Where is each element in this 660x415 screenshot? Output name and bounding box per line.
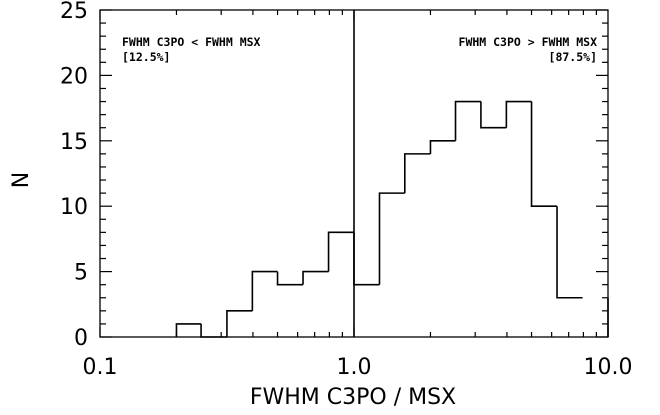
histogram-bin — [327, 231, 354, 272]
annotation-left-line2: [12.5%] — [122, 50, 170, 64]
y-axis-ticks: 0 5 10 15 20 25 — [60, 0, 608, 351]
annotation-right-line1: FWHM C3PO > FWHM MSX — [459, 35, 598, 49]
y-tick-label: 20 — [60, 64, 88, 89]
y-tick-label: 15 — [60, 130, 88, 155]
y-tick-label: 5 — [74, 261, 88, 286]
annotation-right-line2: [87.5%] — [549, 50, 597, 64]
histogram-bin — [200, 323, 227, 338]
annotation-left-line1: FWHM C3PO < FWHM MSX — [122, 35, 261, 49]
y-tick-label: 25 — [60, 0, 88, 24]
histogram-bin — [429, 140, 456, 154]
x-axis-ticks: 0.1 1.0 10.0 — [83, 10, 633, 380]
y-axis-title: N — [9, 172, 34, 188]
histogram-bin — [251, 270, 278, 311]
histogram-bin — [175, 323, 202, 337]
histogram-bin — [404, 153, 431, 194]
y-tick-label: 0 — [74, 326, 88, 351]
histogram-bin — [454, 100, 481, 141]
x-tick-label: 10.0 — [584, 355, 633, 380]
histogram-bin — [378, 192, 405, 285]
histogram-steps — [175, 100, 609, 338]
x-tick-label: 1.0 — [337, 355, 372, 380]
histogram-bin — [226, 310, 253, 337]
histogram-bin — [480, 101, 507, 129]
x-axis-title: FWHM C3PO / MSX — [250, 385, 456, 410]
histogram-bin — [353, 232, 380, 286]
histogram-bin — [276, 271, 304, 286]
y-tick-label: 10 — [60, 195, 88, 220]
histogram-bin — [530, 101, 558, 207]
histogram-bin — [505, 100, 532, 128]
histogram-bin — [302, 270, 329, 285]
histogram-bin — [556, 206, 583, 299]
x-tick-label: 0.1 — [83, 355, 118, 380]
